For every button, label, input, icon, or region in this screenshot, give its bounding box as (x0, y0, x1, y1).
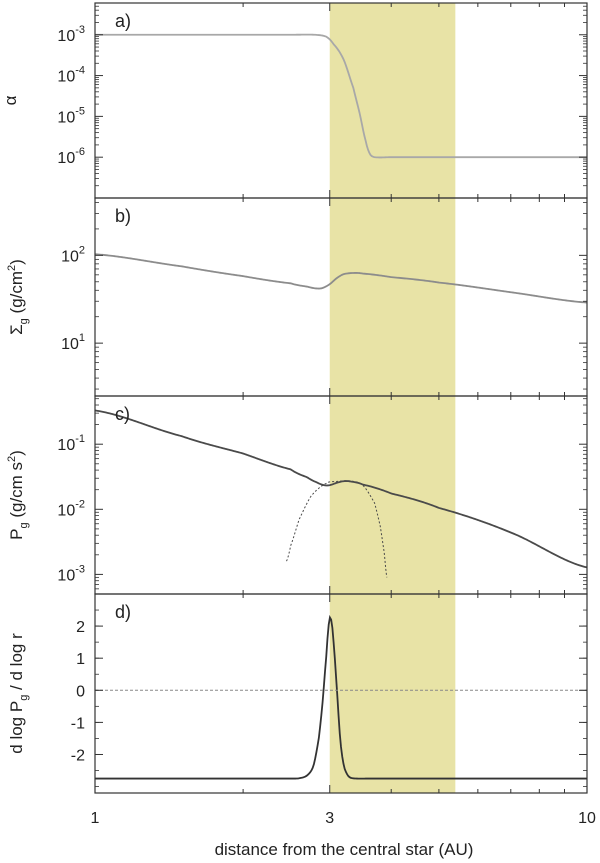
panel-4-y-tick-label-5: -2 (71, 747, 85, 764)
panel-3-series-1-line (94, 409, 588, 569)
x-tick-label-1: 1 (91, 810, 100, 827)
panel-4-y-tick-label-4: -1 (71, 715, 85, 732)
panel-4-label: d) (115, 602, 131, 622)
panel-1-y-tick-label-1: 10-3 (57, 24, 85, 45)
panel-1-y-axis-label: α (1, 95, 20, 105)
shaded-region-layer (329, 3, 456, 793)
panel-1: 10-3 10-4 10-5 10-6 a) α (1, 2, 588, 199)
panel-2-y-tick-label-1: 102 (61, 244, 85, 265)
panel-3-y-tick-label-3: 10-3 (57, 563, 85, 584)
panel-1-label: a) (115, 11, 131, 31)
panel-4: 2 1 0 -1 -2 d) d log Pg / d log r (7, 593, 588, 794)
panel-2: 102 101 b) Σg (g/cm2) (6, 197, 588, 397)
panel-4-y-tick-label-3: 0 (76, 683, 85, 700)
panel-1-y-tick-label-3: 10-5 (57, 105, 85, 126)
panel-3-y-tick-label-2: 10-2 (57, 498, 85, 519)
x-tick-label-3: 10 (578, 810, 596, 827)
x-axis: 1 3 10 (91, 810, 596, 827)
panel-1-y-tick-label-4: 10-6 (57, 146, 85, 167)
panel-3: 10-1 10-2 10-3 c) Pg (g/cm s2) (6, 395, 588, 595)
panel-4-y-tick-label-1: 2 (76, 619, 85, 636)
panel-4-series-1-line (95, 614, 587, 780)
panel-3-y-tick-label-1: 10-1 (57, 433, 85, 454)
panel-4-y-tick-label-2: 1 (76, 651, 85, 668)
panel-1-y-tick-label-2: 10-4 (57, 65, 85, 86)
panel-1-series-1-line (95, 33, 587, 159)
x-axis-label: distance from the central star (AU) (215, 840, 474, 859)
panel-2-y-axis-label: Σg (g/cm2) (6, 259, 30, 335)
panel-2-label: b) (115, 206, 131, 226)
shaded-region (329, 3, 456, 793)
panel-3-label: c) (115, 404, 130, 424)
panel-4-frame (94, 593, 588, 794)
x-tick-label-2: 3 (325, 810, 334, 827)
panel-3-series-2-line (286, 480, 388, 578)
panel-2-y-tick-label-2: 101 (61, 332, 85, 353)
panel-2-series-1-line (94, 253, 588, 304)
panel-4-y-axis-label: d log Pg / d log r (7, 633, 30, 754)
panel-3-y-axis-label: Pg (g/cm s2) (6, 450, 30, 540)
